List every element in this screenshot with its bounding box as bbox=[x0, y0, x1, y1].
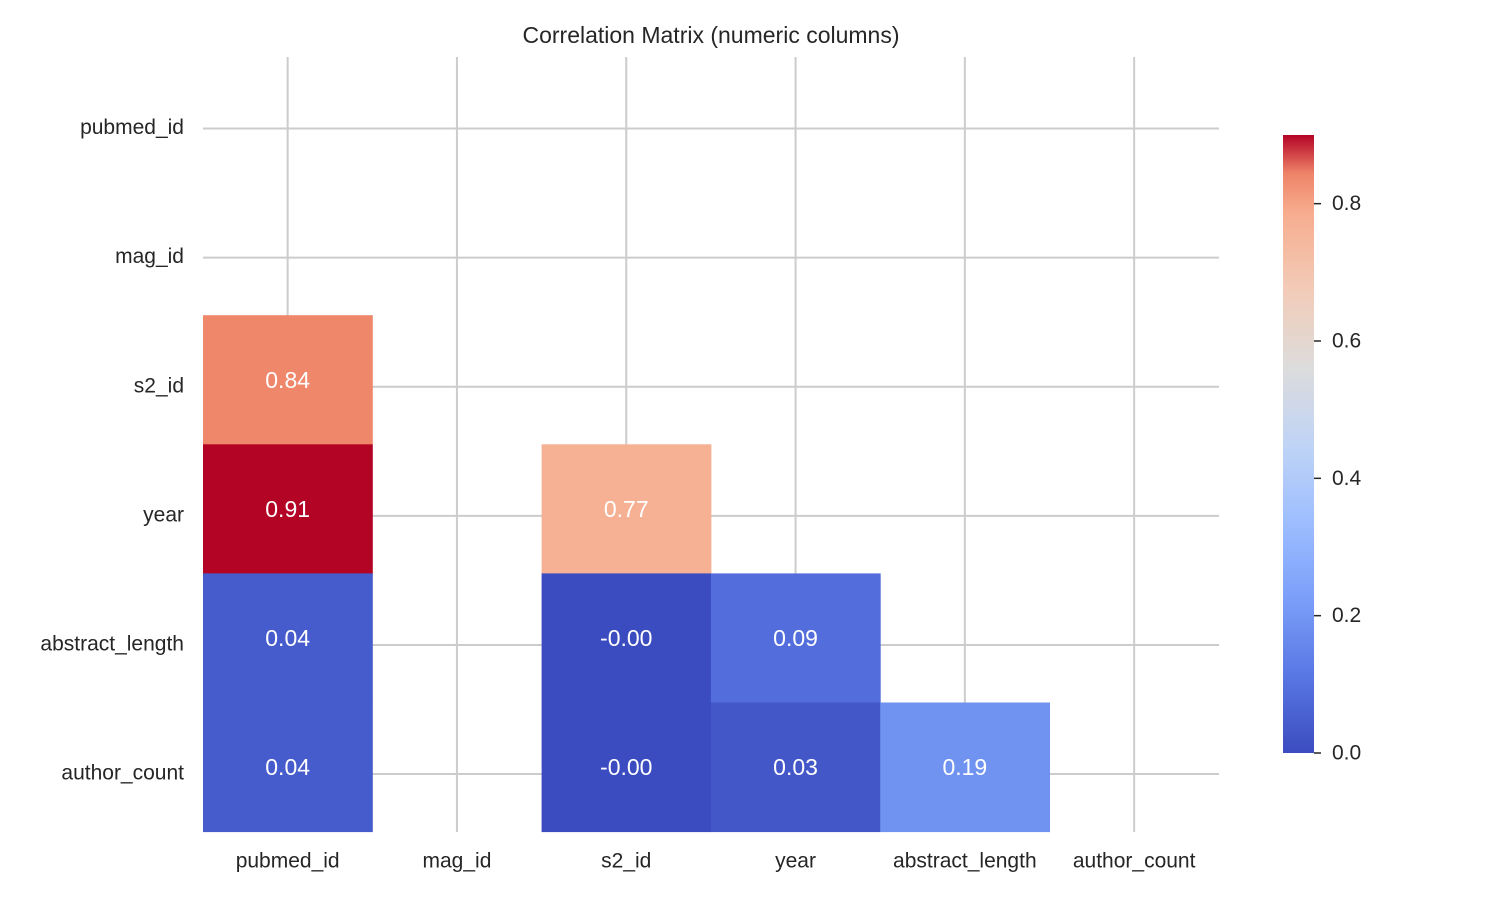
x-axis-tick-labels: pubmed_id mag_id s2_id year abstract_length a… bbox=[236, 850, 1196, 873]
cell-value-label: 0.77 bbox=[604, 496, 649, 522]
cell-value-labels: 0.84 0.91 0.77 0.04 -0.00 0.09 0.04 -0.00 0.03 0.… bbox=[265, 367, 987, 780]
chart-title: Correlation Matrix (numeric columns) bbox=[522, 22, 899, 48]
heatmap-cell bbox=[541, 702, 712, 833]
heatmap-cell bbox=[710, 702, 881, 833]
y-tick-label: pubmed_id bbox=[80, 116, 184, 139]
heatmap-cell bbox=[710, 573, 881, 703]
heatmap-cell bbox=[203, 444, 373, 574]
x-tick-label: year bbox=[775, 850, 816, 873]
y-tick-label: abstract_length bbox=[40, 632, 184, 655]
y-tick-label: author_count bbox=[61, 762, 184, 785]
cell-value-label: 0.09 bbox=[773, 625, 818, 651]
x-tick-label: author_count bbox=[1073, 850, 1196, 873]
heatmap-cell bbox=[203, 573, 373, 703]
cell-value-label: -0.00 bbox=[600, 754, 652, 780]
cell-value-label: 0.03 bbox=[773, 754, 818, 780]
heatmap-cell bbox=[203, 315, 373, 445]
heatmap-cell bbox=[880, 702, 1050, 833]
cell-value-label: 0.04 bbox=[265, 625, 310, 651]
cell-value-label: 0.19 bbox=[942, 754, 987, 780]
colorbar-ticks: 0.0 0.2 0.4 0.6 0.8 bbox=[1314, 192, 1362, 765]
colorbar-tick-label: 0.8 bbox=[1332, 192, 1361, 215]
colorbar-tick-label: 0.4 bbox=[1332, 467, 1362, 490]
x-tick-label: pubmed_id bbox=[236, 850, 340, 873]
cell-value-label: 0.91 bbox=[265, 496, 310, 522]
cell-value-label: 0.84 bbox=[265, 367, 310, 393]
colorbar: 0.0 0.2 0.4 0.6 0.8 bbox=[1283, 135, 1362, 765]
colorbar-gradient bbox=[1283, 135, 1314, 753]
colorbar-tick-label: 0.6 bbox=[1332, 330, 1361, 353]
cell-value-label: -0.00 bbox=[600, 625, 652, 651]
y-tick-label: s2_id bbox=[134, 374, 184, 397]
y-tick-label: mag_id bbox=[115, 245, 184, 268]
colorbar-tick-label: 0.0 bbox=[1332, 742, 1361, 765]
heatmap-cell bbox=[541, 444, 712, 574]
heatmap-cell bbox=[541, 573, 712, 703]
heatmap-cell bbox=[203, 702, 373, 833]
cell-value-label: 0.04 bbox=[265, 754, 310, 780]
heatmap-cells bbox=[203, 315, 1050, 833]
x-tick-label: mag_id bbox=[423, 850, 492, 873]
colorbar-tick-label: 0.2 bbox=[1332, 604, 1361, 627]
y-tick-label: year bbox=[143, 503, 184, 526]
x-tick-label: abstract_length bbox=[893, 850, 1037, 873]
x-tick-label: s2_id bbox=[601, 850, 651, 873]
